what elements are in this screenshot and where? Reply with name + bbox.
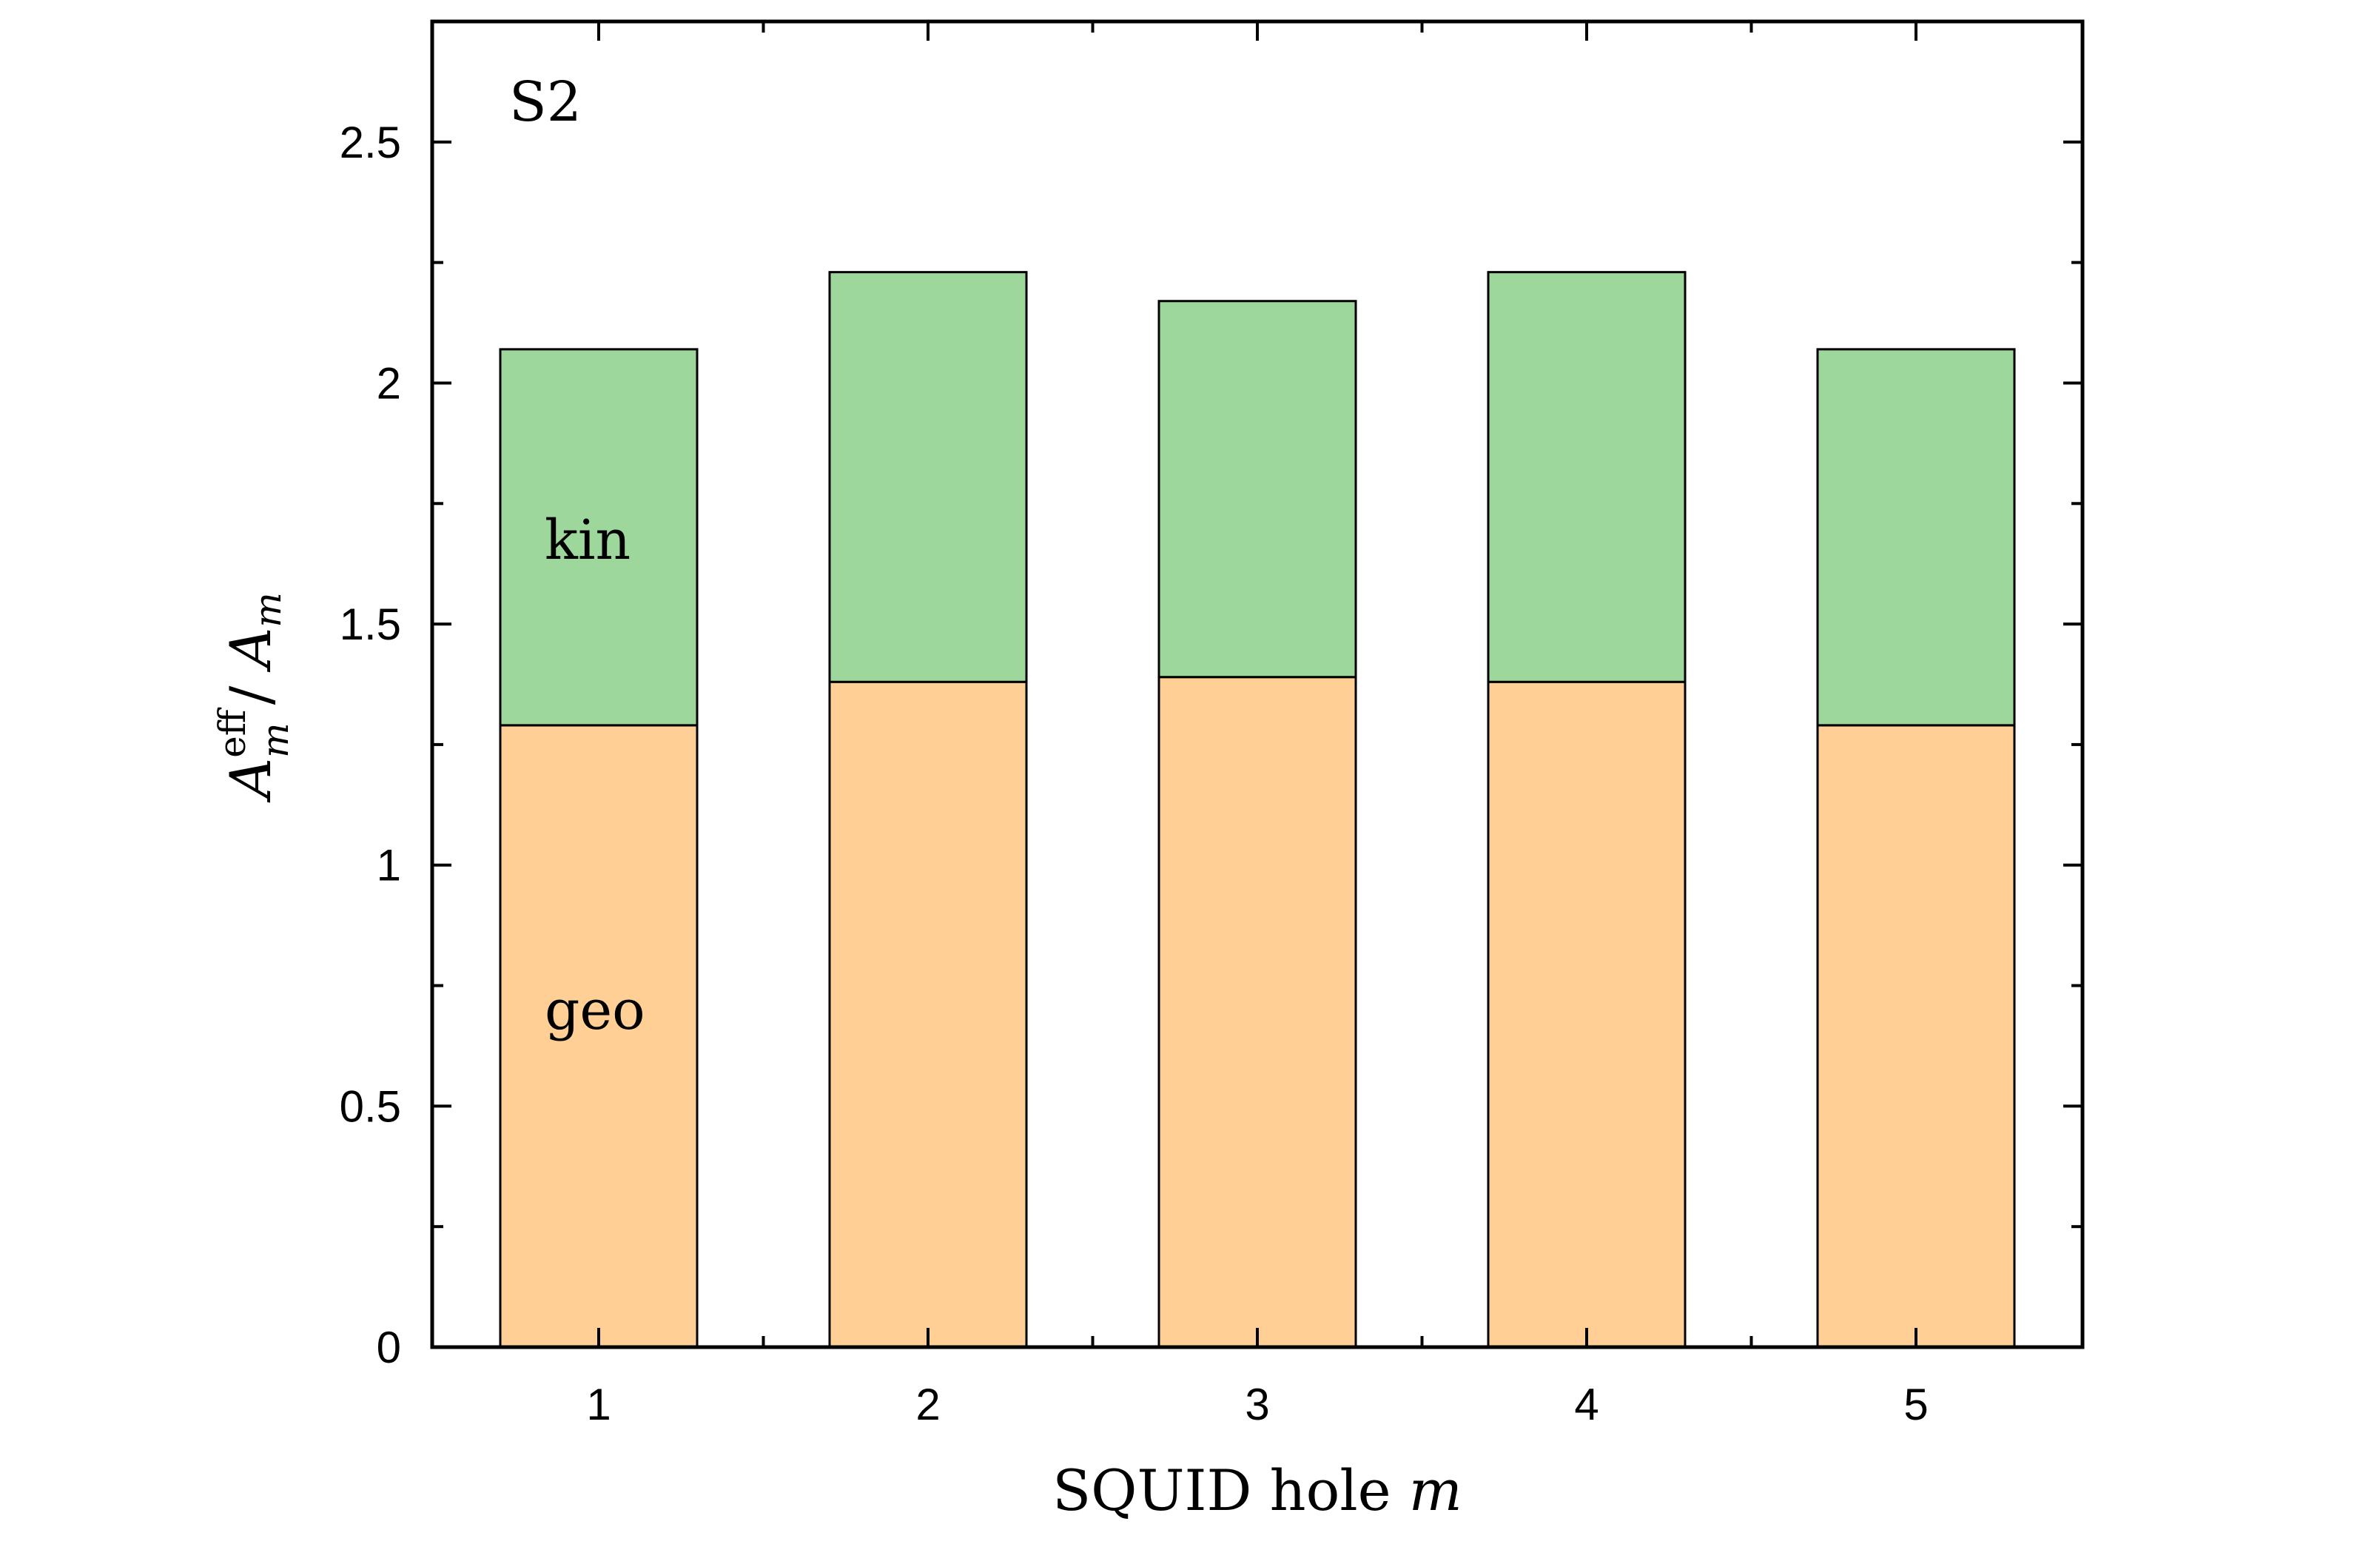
x-tick-label: 1 bbox=[586, 1380, 611, 1429]
plot-frame bbox=[430, 19, 2085, 1349]
bar-geo-2 bbox=[828, 680, 1028, 1349]
bar-geo-3 bbox=[1157, 676, 1357, 1349]
y-axis-title-sub2: m bbox=[246, 592, 289, 627]
x-tick-label: 2 bbox=[915, 1380, 940, 1429]
y-tick-label: 1 bbox=[377, 841, 401, 890]
x-axis-title-variable: m bbox=[1409, 1457, 1462, 1523]
y-tick-label: 0.5 bbox=[340, 1081, 401, 1131]
y-tick-label: 2.5 bbox=[340, 118, 401, 167]
x-tick-label: 4 bbox=[1574, 1380, 1599, 1429]
panel-label: S2 bbox=[509, 70, 582, 134]
x-tick-labels: 1 2 3 4 5 bbox=[586, 1380, 1928, 1429]
bars bbox=[499, 271, 2016, 1349]
y-tick-label: 2 bbox=[377, 358, 401, 408]
y-axis-title-separator: / bbox=[218, 668, 283, 723]
x-tick-label: 3 bbox=[1245, 1380, 1269, 1429]
bar-geo-1 bbox=[499, 724, 699, 1349]
bar-geo-5 bbox=[1816, 724, 2016, 1349]
y-tick-label: 1.5 bbox=[340, 600, 401, 649]
x-axis-title: SQUID hole m bbox=[1052, 1457, 1462, 1523]
bar-kin-4 bbox=[1487, 271, 1687, 683]
y-axis-title-A2: A bbox=[218, 628, 283, 673]
series-label-geo: geo bbox=[545, 979, 645, 1042]
y-axis-title-A: A bbox=[218, 758, 283, 803]
bar-kin-1 bbox=[499, 348, 699, 727]
x-tick-label: 5 bbox=[1903, 1380, 1928, 1429]
bar-kin-5 bbox=[1816, 348, 2016, 727]
y-axis-title-sub: m bbox=[254, 722, 297, 757]
bar-kin-2 bbox=[828, 271, 1028, 683]
bar-kin-3 bbox=[1157, 300, 1357, 679]
bar-geo-4 bbox=[1487, 680, 1687, 1349]
y-axis-title: Aeffm / Am bbox=[211, 592, 297, 803]
series-label-kin: kin bbox=[545, 509, 631, 572]
y-tick-label: 0 bbox=[377, 1323, 401, 1372]
y-tick-labels: 0 0.5 1 1.5 2 2.5 bbox=[340, 118, 401, 1372]
x-axis-title-text: SQUID hole bbox=[1052, 1457, 1409, 1523]
y-axis-title-sup: eff bbox=[211, 707, 254, 758]
